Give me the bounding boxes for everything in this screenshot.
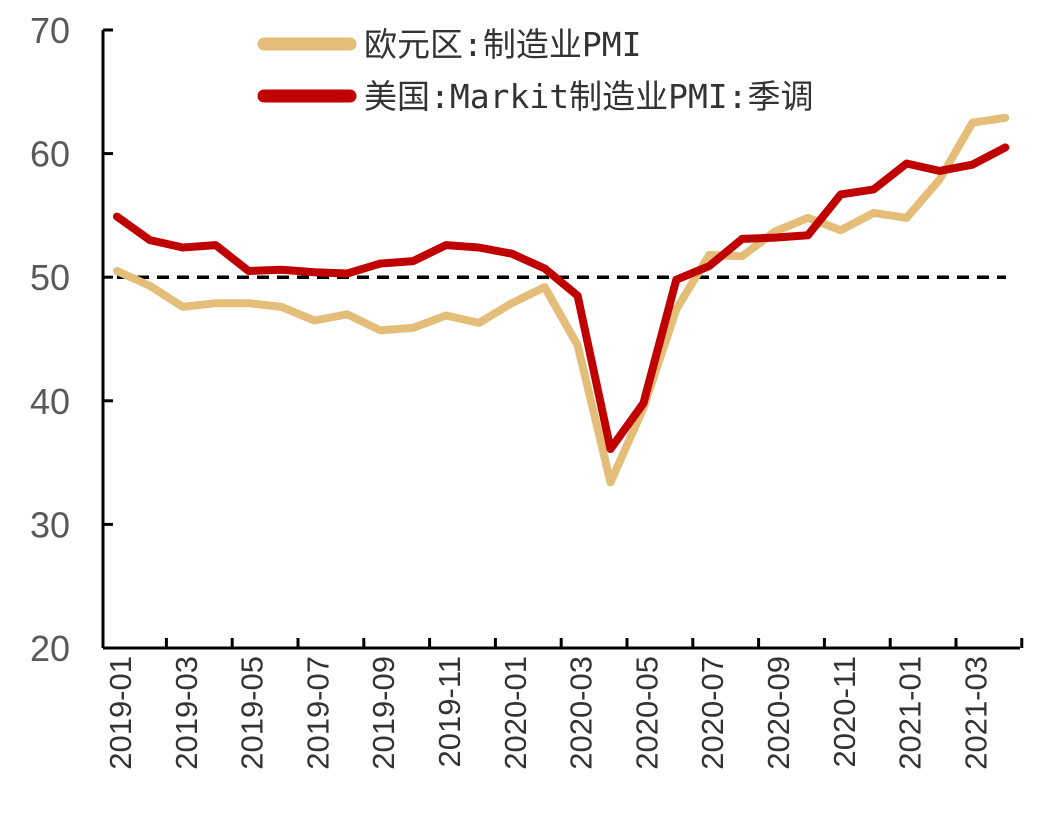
x-tick-label: 2019-01 bbox=[103, 656, 138, 770]
x-tick-label: 2020-03 bbox=[564, 656, 599, 770]
y-tick-label: 30 bbox=[30, 504, 70, 545]
y-tick-label: 70 bbox=[30, 10, 70, 51]
x-tick-label: 2019-05 bbox=[235, 656, 270, 770]
x-tick-label: 2021-03 bbox=[958, 656, 993, 770]
y-tick-label: 40 bbox=[30, 381, 70, 422]
series-line-us bbox=[113, 143, 1010, 453]
x-tick-label: 2020-05 bbox=[629, 656, 664, 770]
x-tick-label: 2020-01 bbox=[498, 656, 533, 770]
x-tick-label: 2019-11 bbox=[432, 656, 467, 767]
x-tick-label: 2020-09 bbox=[761, 656, 796, 770]
x-tick-label: 2021-01 bbox=[893, 656, 928, 770]
series-line-eurozone bbox=[113, 113, 1010, 487]
x-tick-label: 2019-03 bbox=[169, 656, 204, 770]
x-tick-label: 2019-09 bbox=[366, 656, 401, 770]
x-tick-label: 2019-07 bbox=[300, 656, 335, 770]
y-tick-label: 60 bbox=[30, 134, 70, 175]
y-tick-label: 50 bbox=[30, 257, 70, 298]
x-tick-label: 2020-11 bbox=[827, 656, 862, 767]
legend: 欧元区:制造业PMI 美国:Markit制造业PMI:季调 bbox=[257, 25, 814, 116]
legend-label: 欧元区:制造业PMI bbox=[364, 25, 641, 64]
legend-label: 美国:Markit制造业PMI:季调 bbox=[364, 77, 814, 116]
x-tick-label: 2020-07 bbox=[695, 656, 730, 770]
y-tick-label: 20 bbox=[30, 628, 70, 669]
